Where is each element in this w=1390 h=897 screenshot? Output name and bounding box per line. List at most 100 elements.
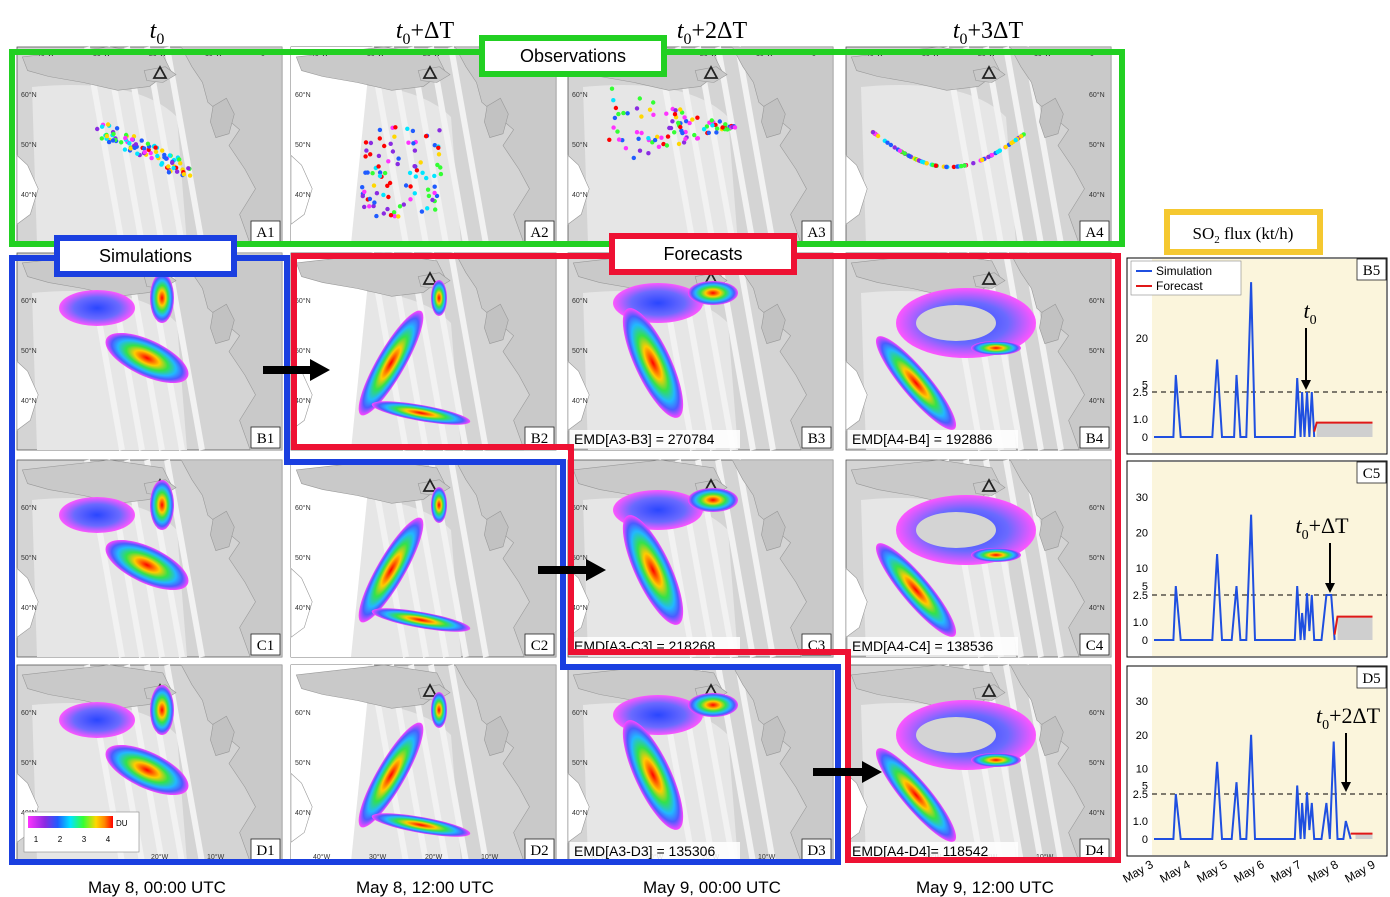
iceland-landmass [972,684,1006,701]
plume-near-volcano [688,281,738,305]
x-tick-date-label: May 8 [1305,857,1341,886]
iceland-landmass [972,479,1006,496]
latitude-label: 40°N [1089,397,1105,405]
satellite-swath [448,46,489,245]
latitude-label: 50°N [572,141,588,149]
plume-tail [875,336,957,430]
observation-point [683,136,688,142]
observation-point [634,106,640,111]
observation-point [363,170,368,175]
time-annotation: t0+ΔT [1295,513,1349,543]
panel-id-box [1356,258,1387,281]
ocean-area [583,85,738,244]
panel-id-C5: C5 [1363,466,1381,482]
latitude-label: 50°N [572,347,588,355]
observation-point [710,123,715,128]
emd-label-bg [848,430,1018,448]
latitude-label: 60°N [21,91,37,99]
forecasts-frame [291,253,1121,863]
observation-point [391,210,397,215]
panel-id-B3: B3 [808,431,826,447]
observation-point [99,124,105,129]
plume-core [971,548,1021,562]
latitude-label: 60°N [295,297,311,305]
observation-point [386,194,391,200]
panel-id-A1: A1 [256,225,274,241]
latitude-label: 50°N [1089,554,1105,562]
observation-point [110,138,116,143]
plume-core [622,515,684,625]
map-panel-A3: 40°W30°W20°W10°W0°60°N50°N40°NA3 [567,46,834,245]
observation-point [146,147,151,152]
latitude-label: 50°N [572,759,588,767]
map-panel-A2: 40°W30°W20°W10°W0°60°N50°N40°NA2 [290,46,557,245]
latitude-label: 40°N [295,604,311,612]
map-panel-B1: 60°N 50°N 40°N B1 [16,252,283,451]
observation-point [706,130,711,135]
panel-id-A3: A3 [807,225,825,241]
observation-point [362,204,367,210]
britain-landmass [484,303,509,344]
observation-point [714,126,720,131]
observation-point [153,149,159,154]
observation-point [164,156,169,161]
observation-point [403,183,409,188]
observation-point [919,159,925,164]
x-tick-date-label: May 5 [1194,857,1230,886]
western-white-region [290,772,313,843]
observation-point [425,187,431,192]
observation-point [187,173,193,178]
satellite-swath [1003,252,1044,451]
western-white-region [567,360,590,431]
observation-point [682,115,687,120]
observation-point [436,145,441,150]
iceland-landmass [143,66,177,83]
emd-value-D4: EMD[A4-D4]= 118542 [852,843,989,859]
panel-id-D5: D5 [1362,671,1380,687]
x-tick-date-label: May 3 [1120,857,1156,886]
latitude-label: 60°N [572,504,588,512]
satellite-swath [448,252,489,451]
plume-core [622,308,684,418]
plume-core [971,341,1021,355]
observation-point [370,171,375,176]
colorbar-unit: DU [116,819,128,828]
europe-landmass [731,459,834,658]
latitude-label: 50°N [295,554,311,562]
iceland-landmass [972,272,1006,289]
observation-point [388,213,394,218]
forecasts-label: Forecasts [663,244,742,264]
observation-point [434,193,440,199]
transition-arrow-c-head [586,559,606,581]
observation-point [367,204,372,209]
observation-point [423,134,429,139]
time-annotation: t0 [1303,298,1316,328]
observation-point [955,164,960,169]
observation-point [1013,137,1018,143]
plume-core [358,722,424,828]
panel-id-D2: D2 [530,843,548,859]
panel-id-D3: D3 [807,843,825,859]
britain-landmass [1039,97,1064,138]
map-panel-B3: 60°N 50°N 40°N B3 EMD[A3-B3] = 270784 [567,252,834,451]
observation-point [382,143,387,149]
volcano-marker-icon [981,271,997,285]
western-white-region [16,154,39,225]
europe-landmass [180,252,283,451]
flux-chart-C5: 0 1.0 2.55 10 20 30 C5 t0+ΔT [1126,460,1388,658]
observation-point [410,128,416,134]
panel-id-box [250,426,281,449]
observation-point [363,154,368,159]
western-white-region [567,772,590,843]
observation-point [388,141,393,146]
latitude-label: 40°N [1089,604,1105,612]
observation-point [368,140,374,146]
observation-point [170,160,175,165]
plume-loop-hole [916,512,996,548]
legend-box [1130,260,1242,296]
forecast-shading [1355,833,1373,839]
observation-point [408,184,413,189]
observation-point [418,160,423,165]
longitude-label: 10°W [758,853,776,861]
